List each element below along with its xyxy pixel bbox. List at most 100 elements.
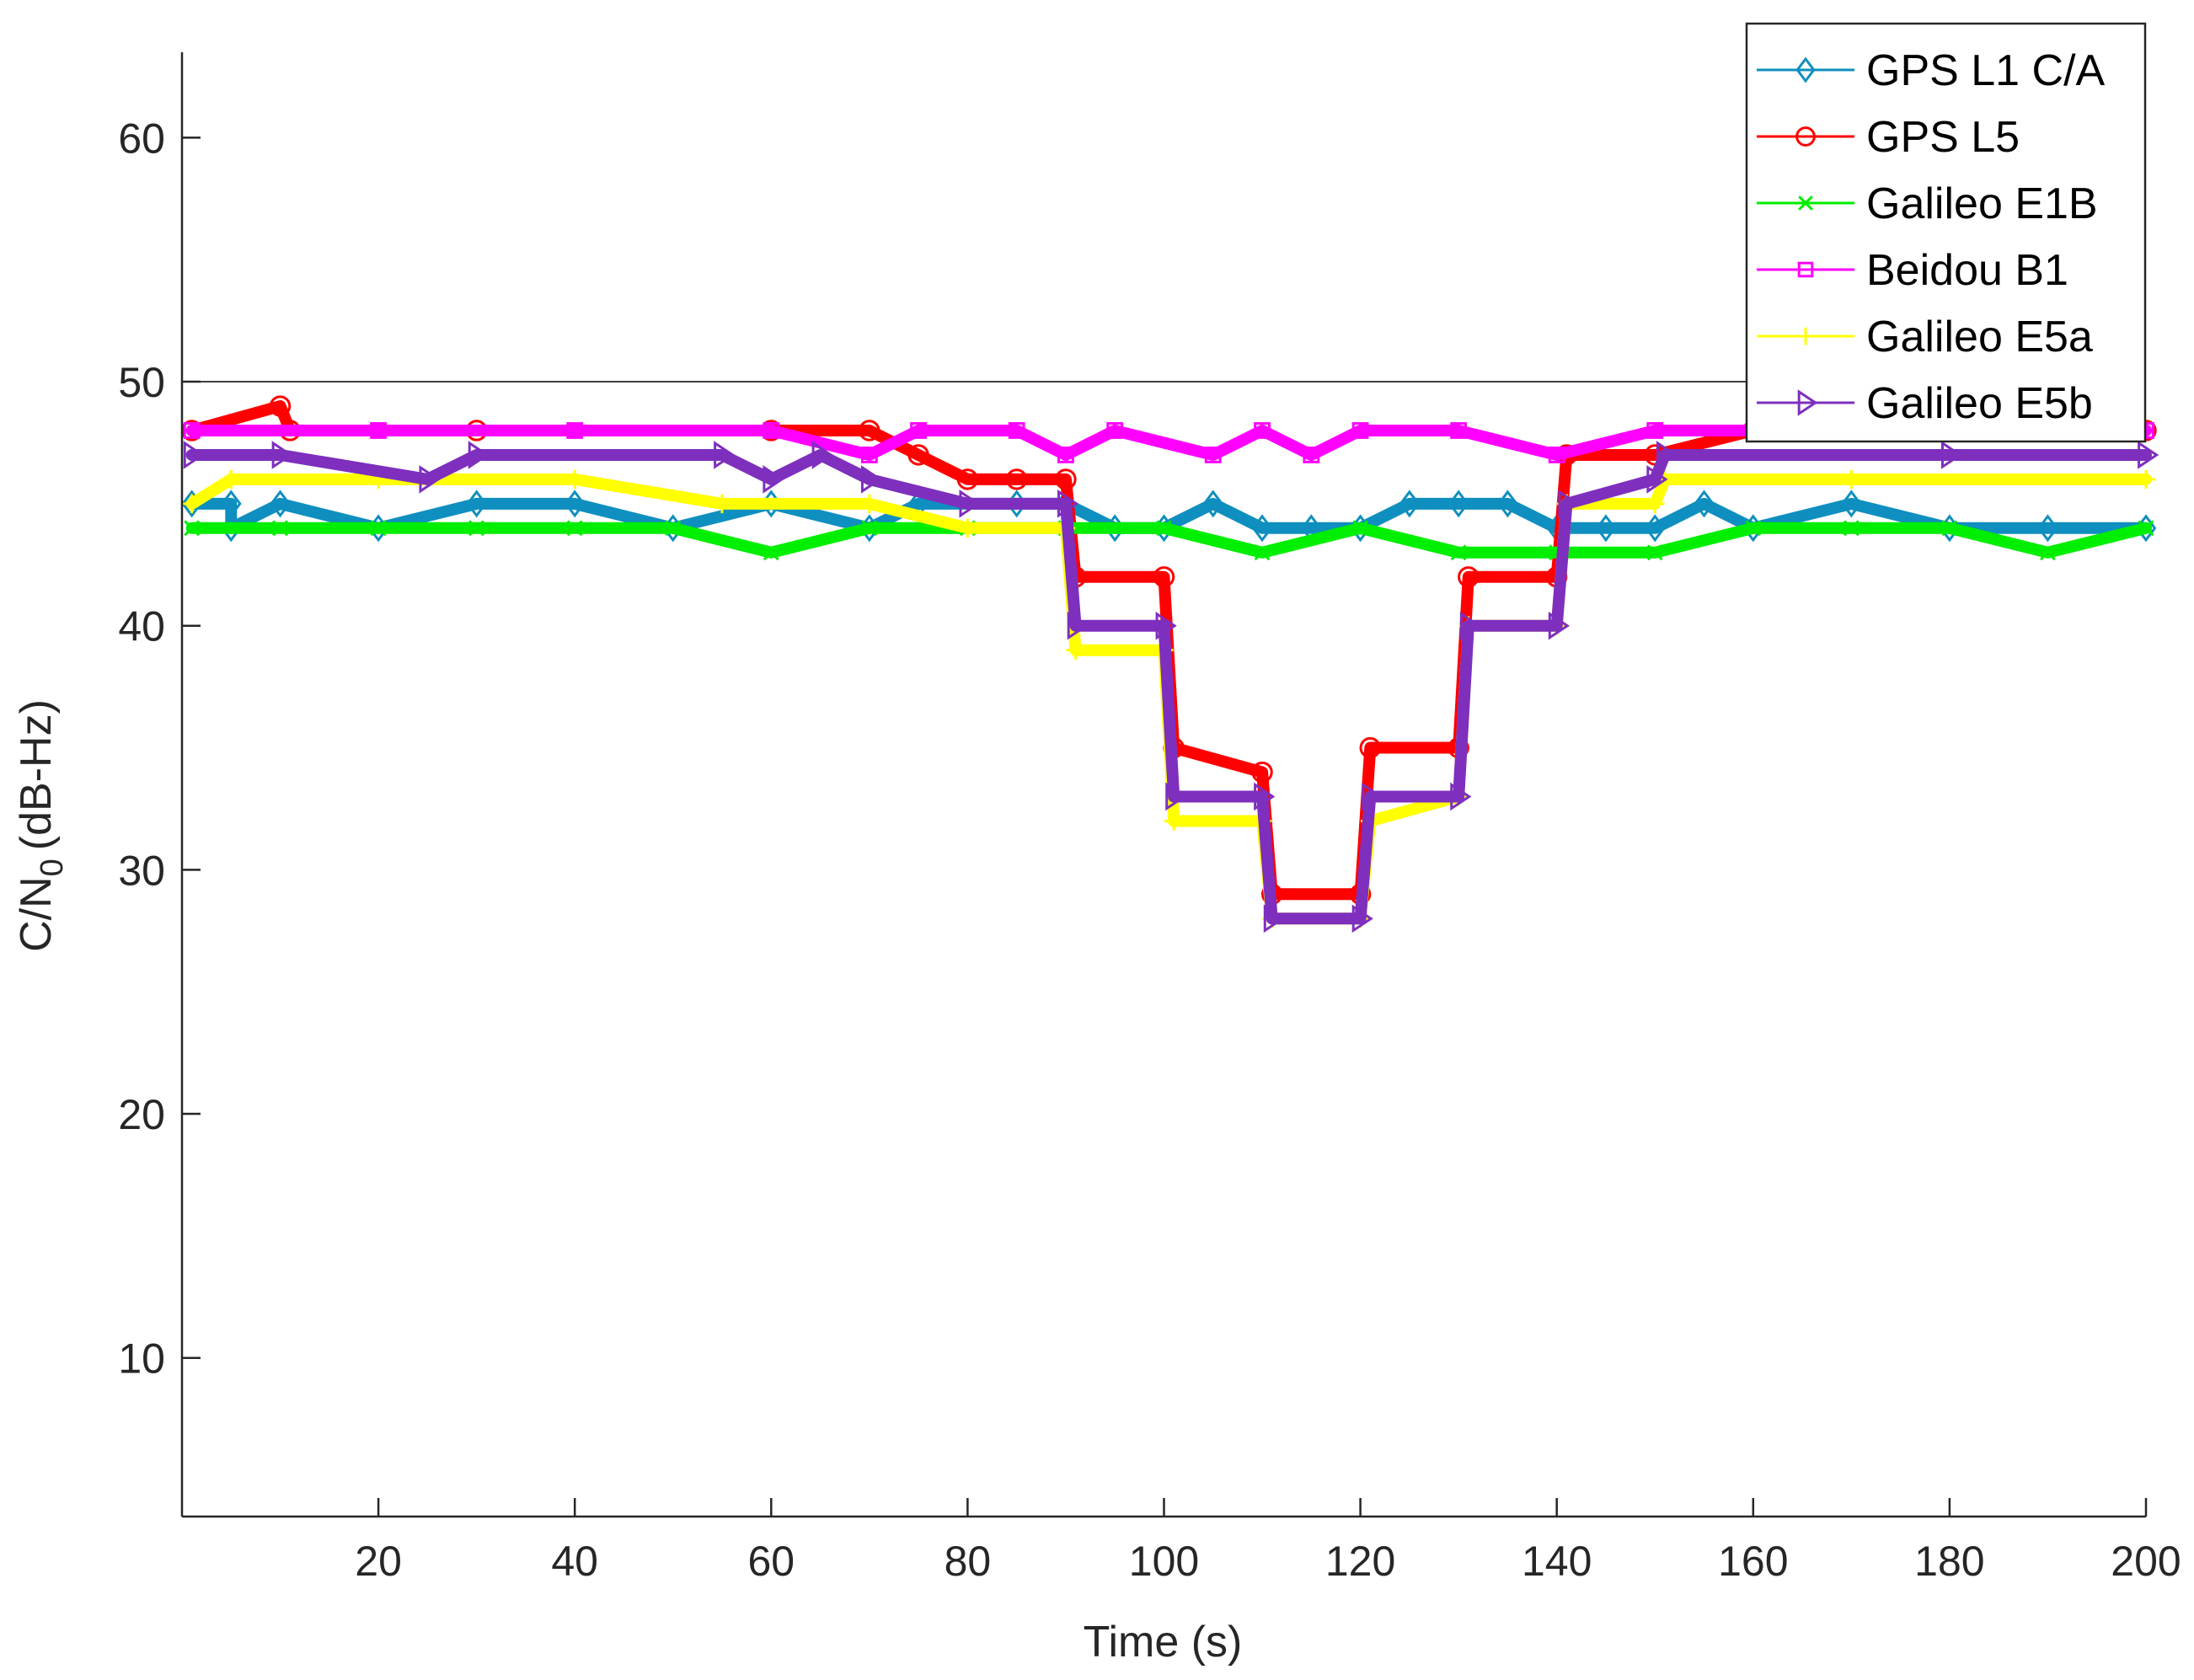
data-point-gps-l1-c-a: [1595, 514, 1617, 543]
data-point-galileo-e1b: [2039, 544, 2056, 561]
legend-label-galileo-e1b: Galileo E1B: [1866, 179, 2098, 228]
legend-label-gps-l5: GPS L5: [1866, 113, 2020, 162]
x-tick-label: 80: [944, 1538, 992, 1585]
x-tick-label: 120: [1325, 1538, 1395, 1585]
data-point-galileo-e1b: [184, 520, 201, 537]
data-point-galileo-e5b: [468, 441, 490, 469]
data-point-galileo-e5b: [1165, 782, 1187, 811]
data-point-galileo-e5a: [565, 469, 585, 490]
data-point-galileo-e5b: [714, 441, 736, 469]
data-point-gps-l5: [1251, 761, 1273, 784]
data-point-galileo-e1b: [2138, 520, 2154, 537]
data-point-galileo-e5a: [1066, 640, 1085, 660]
data-point-galileo-e5b: [1459, 611, 1482, 640]
data-point-galileo-e1b: [1156, 520, 1172, 537]
data-point-beidou-b1: [910, 422, 928, 439]
data-point-beidou-b1: [763, 422, 780, 439]
data-point-beidou-b1: [1008, 422, 1025, 439]
data-point-galileo-e1b: [1450, 544, 1467, 561]
x-tick-label: 140: [1522, 1538, 1592, 1585]
series-galileo-e5b: [183, 441, 2159, 934]
legend-item-gps-l5: GPS L5: [1757, 113, 2020, 162]
data-point-galileo-e1b: [1941, 520, 1958, 537]
data-point-galileo-e5b: [1351, 904, 1373, 934]
data-point-galileo-e5a: [2136, 469, 2156, 490]
legend-label-galileo-e5a: Galileo E5a: [1866, 313, 2093, 361]
data-point-beidou-b1: [1303, 447, 1320, 463]
x-tick-label: 180: [1914, 1538, 1984, 1585]
data-point-gps-l5: [1359, 736, 1381, 759]
data-point-galileo-e1b: [468, 520, 485, 537]
x-tick-label: 40: [551, 1538, 598, 1585]
data-point-galileo-e1b: [665, 520, 682, 537]
x-tick-label: 160: [1718, 1538, 1788, 1585]
data-point-galileo-e5b: [1646, 465, 1668, 494]
data-point-gps-l5: [907, 444, 929, 466]
data-point-galileo-e5a: [1164, 811, 1184, 831]
legend-label-beidou-b1: Beidou B1: [1866, 246, 2068, 295]
x-tick-label: 200: [2111, 1538, 2181, 1585]
legend-marker-galileo-e5b: [1797, 389, 1818, 416]
series-line-galileo-e5b: [185, 449, 2152, 925]
data-point-galileo-e5b: [763, 465, 784, 494]
x-tick-label: 60: [747, 1538, 795, 1585]
data-point-galileo-e1b: [1352, 520, 1369, 537]
data-point-galileo-e5a: [859, 494, 880, 514]
data-point-galileo-e1b: [272, 520, 289, 537]
data-point-galileo-e5a: [182, 494, 201, 514]
data-point-galileo-e5b: [1656, 441, 1678, 469]
data-point-galileo-e1b: [763, 544, 779, 561]
data-point-galileo-e5b: [1941, 441, 1963, 469]
data-point-beidou-b1: [370, 422, 388, 439]
y-axis-label-subscript: 0: [35, 859, 70, 876]
axes: 20 40 60 80 100 120 140 160 180 200 10 20 30 40 50 60: [118, 52, 2181, 1585]
data-point-beidou-b1: [1254, 422, 1271, 439]
data-point-galileo-e5b: [1558, 490, 1580, 518]
data-point-gps-l5: [1005, 468, 1028, 490]
data-point-gps-l1-c-a: [1497, 490, 1518, 518]
y-axis-label: C/N0(dB-Hz): [12, 699, 70, 952]
y-tick-label: 40: [118, 603, 165, 650]
legend-marker-gps-l5: [1795, 126, 1816, 147]
legend-marker-beidou-b1: [1797, 261, 1814, 278]
legend-box: [1745, 22, 2147, 443]
data-point-beidou-b1: [860, 447, 878, 463]
legend-item-galileo-e1b: Galileo E1B: [1757, 179, 2098, 228]
data-point-gps-l5: [859, 420, 880, 441]
data-point-gps-l5: [269, 395, 292, 417]
x-tick-label: 100: [1129, 1538, 1199, 1585]
data-point-galileo-e5b: [860, 465, 883, 494]
data-point-gps-l1-c-a: [1448, 490, 1469, 518]
y-tick-label: 20: [118, 1091, 165, 1138]
data-point-galileo-e5b: [1450, 782, 1472, 811]
data-point-galileo-e5b: [1057, 490, 1079, 518]
data-point-galileo-e5b: [1067, 611, 1089, 640]
y-tick-label: 10: [118, 1335, 165, 1383]
data-point-gps-l1-c-a: [1644, 514, 1666, 543]
series-line-gps-l1-c-a: [185, 497, 2152, 534]
data-point-gps-l5: [956, 468, 979, 490]
y-tick-label: 60: [118, 115, 165, 162]
data-point-galileo-e5b: [1548, 611, 1571, 640]
legend-marker-gps-l1-c-a: [1795, 56, 1816, 83]
data-point-galileo-e5b: [2138, 441, 2159, 469]
data-point-galileo-e5a: [1646, 494, 1665, 514]
data-point-galileo-e5b: [959, 490, 981, 518]
data-point-galileo-e5b: [1155, 611, 1177, 640]
legend-item-gps-l1-c-a: GPS L1 C/A: [1757, 46, 2106, 95]
series-line-beidou-b1: [185, 425, 2152, 461]
data-point-galileo-e1b: [1646, 544, 1663, 561]
legend-label-gps-l1-c-a: GPS L1 C/A: [1866, 46, 2106, 95]
data-point-gps-l1-c-a: [1399, 490, 1421, 518]
data-point-galileo-e1b: [861, 520, 878, 537]
data-point-galileo-e5b: [1263, 904, 1286, 934]
data-point-gps-l1-c-a: [466, 490, 488, 518]
data-point-beidou-b1: [1106, 422, 1124, 439]
legend-item-galileo-e5b: Galileo E5b: [1757, 379, 2093, 428]
data-point-galileo-e5b: [1362, 782, 1383, 811]
y-tick-label: 50: [118, 359, 165, 406]
data-point-beidou-b1: [1450, 422, 1468, 439]
data-point-beidou-b1: [1548, 447, 1565, 463]
y-tick-label: 30: [118, 847, 165, 894]
